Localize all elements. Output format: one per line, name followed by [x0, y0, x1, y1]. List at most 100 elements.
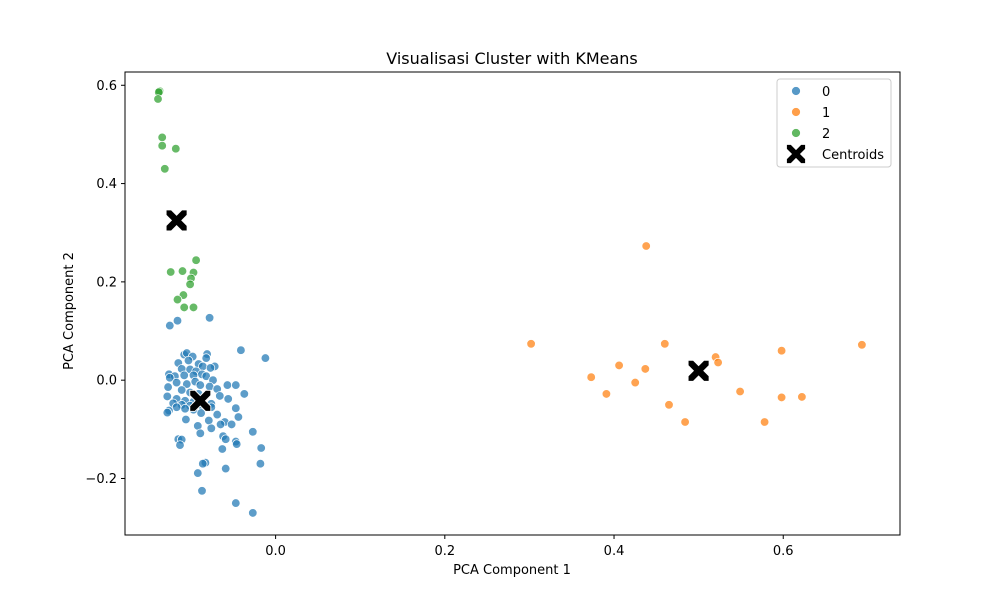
scatter-point-cluster-1 — [660, 339, 670, 349]
centroid-marker — [165, 209, 188, 232]
scatter-point-cluster-1 — [713, 357, 723, 368]
scatter-point-cluster-0 — [221, 463, 231, 474]
axes-frame — [124, 71, 901, 536]
x-tick-label: 0.0 — [265, 544, 286, 559]
series-1 — [526, 241, 867, 427]
scatter-point-cluster-2 — [191, 255, 201, 265]
scatter-point-cluster-1 — [526, 339, 536, 349]
scatter-point-cluster-0 — [193, 468, 203, 478]
scatter-point-cluster-0 — [201, 371, 211, 381]
scatter-point-cluster-2 — [157, 132, 167, 143]
scatter-point-cluster-0 — [215, 419, 226, 430]
scatter-point-cluster-0 — [236, 345, 246, 355]
scatter-point-cluster-0 — [162, 391, 172, 402]
x-axis-label: PCA Component 1 — [453, 563, 571, 578]
x-tick-label: 0.4 — [604, 544, 625, 559]
scatter-point-cluster-2 — [179, 302, 189, 313]
scatter-point-cluster-1 — [776, 392, 787, 403]
scatter-point-cluster-0 — [196, 408, 206, 418]
scatter-point-cluster-0 — [198, 459, 208, 469]
scatter-point-cluster-0 — [182, 379, 192, 389]
legend-marker-0 — [791, 86, 801, 96]
scatter-point-cluster-0 — [248, 508, 258, 518]
scatter-point-cluster-1 — [664, 400, 674, 410]
scatter-point-cluster-2 — [157, 141, 167, 151]
y-tick-label: 0.2 — [96, 275, 117, 290]
scatter-point-cluster-2 — [153, 94, 163, 104]
scatter-point-cluster-1 — [735, 386, 745, 397]
scatter-point-cluster-0 — [205, 363, 216, 373]
scatter-point-cluster-0 — [179, 370, 189, 380]
scatter-point-cluster-2 — [172, 294, 183, 305]
legend-marker-centroids — [786, 144, 806, 164]
scatter-point-cluster-1 — [797, 392, 807, 402]
scatter-point-cluster-0 — [233, 412, 244, 422]
legend-label-centroids: Centroids — [822, 148, 884, 163]
centroid-marker — [687, 359, 710, 382]
scatter-point-cluster-1 — [857, 340, 867, 350]
scatter-point-cluster-0 — [256, 443, 266, 453]
scatter-point-cluster-0 — [226, 419, 237, 430]
legend-label-1: 1 — [822, 106, 830, 121]
scatter-point-cluster-0 — [180, 404, 190, 414]
scatter-point-cluster-1 — [776, 346, 787, 356]
scatter-point-cluster-0 — [183, 355, 194, 366]
scatter-point-cluster-2 — [171, 144, 181, 154]
y-axis-ticks: −0.2 0.0 0.2 0.4 0.6 — [85, 79, 125, 487]
scatter-point-cluster-0 — [204, 313, 215, 323]
scatter-point-cluster-0 — [223, 394, 233, 404]
scatter-point-cluster-0 — [239, 389, 249, 399]
scatter-point-cluster-0 — [222, 380, 233, 390]
scatter-point-cluster-1 — [759, 417, 770, 427]
series-0 — [162, 313, 271, 518]
scatter-point-cluster-0 — [206, 423, 216, 433]
scatter-point-cluster-0 — [231, 380, 241, 390]
scatter-point-cluster-2 — [185, 279, 195, 289]
series-2 — [153, 86, 201, 313]
scatter-point-cluster-0 — [215, 391, 225, 401]
scatter-point-cluster-0 — [171, 377, 182, 388]
scatter-point-cluster-0 — [221, 434, 231, 444]
scatter-point-cluster-0 — [197, 486, 207, 496]
x-tick-label: 0.2 — [434, 544, 455, 559]
centroid-marker — [189, 389, 212, 412]
legend: 0 1 2 Centroids — [776, 78, 892, 168]
scatter-point-cluster-1 — [641, 241, 651, 251]
scatter-point-cluster-0 — [172, 316, 183, 326]
plot-area — [124, 71, 901, 536]
scatter-point-cluster-2 — [166, 267, 176, 277]
scatter-point-cluster-2 — [177, 266, 188, 276]
scatter-point-cluster-1 — [586, 372, 596, 382]
scatter-point-cluster-0 — [231, 403, 241, 413]
x-tick-label: 0.6 — [773, 544, 794, 559]
scatter-point-cluster-0 — [201, 353, 211, 363]
scatter-point-cluster-0 — [165, 373, 175, 383]
scatter-point-cluster-0 — [163, 382, 173, 392]
legend-label-2: 2 — [822, 127, 830, 142]
scatter-point-cluster-2 — [160, 164, 170, 174]
scatter-point-cluster-0 — [162, 407, 172, 418]
y-tick-label: 0.6 — [96, 79, 117, 94]
y-tick-label: 0.4 — [96, 177, 117, 192]
scatter-point-cluster-1 — [680, 417, 690, 427]
y-tick-label: −0.2 — [85, 472, 117, 487]
scatter-point-cluster-2 — [188, 302, 199, 313]
scatter-point-cluster-0 — [248, 427, 258, 437]
legend-marker-1 — [791, 107, 801, 117]
chart-title: Visualisasi Cluster with KMeans — [386, 49, 638, 68]
scatter-point-cluster-1 — [630, 377, 640, 388]
legend-marker-2 — [791, 128, 801, 138]
scatter-point-cluster-0 — [177, 385, 187, 395]
scatter-point-cluster-0 — [260, 353, 271, 363]
scatter-point-cluster-0 — [232, 439, 242, 449]
scatter-point-cluster-1 — [640, 364, 650, 374]
scatter-point-cluster-0 — [217, 444, 227, 454]
y-axis-label: PCA Component 2 — [62, 252, 77, 370]
scatter-point-cluster-1 — [614, 360, 624, 371]
scatter-point-cluster-1 — [601, 389, 612, 399]
scatter-point-cluster-0 — [195, 380, 205, 390]
y-tick-label: 0.0 — [96, 374, 117, 389]
legend-label-0: 0 — [822, 85, 830, 100]
x-axis-ticks: 0.0 0.2 0.4 0.6 — [265, 535, 794, 559]
